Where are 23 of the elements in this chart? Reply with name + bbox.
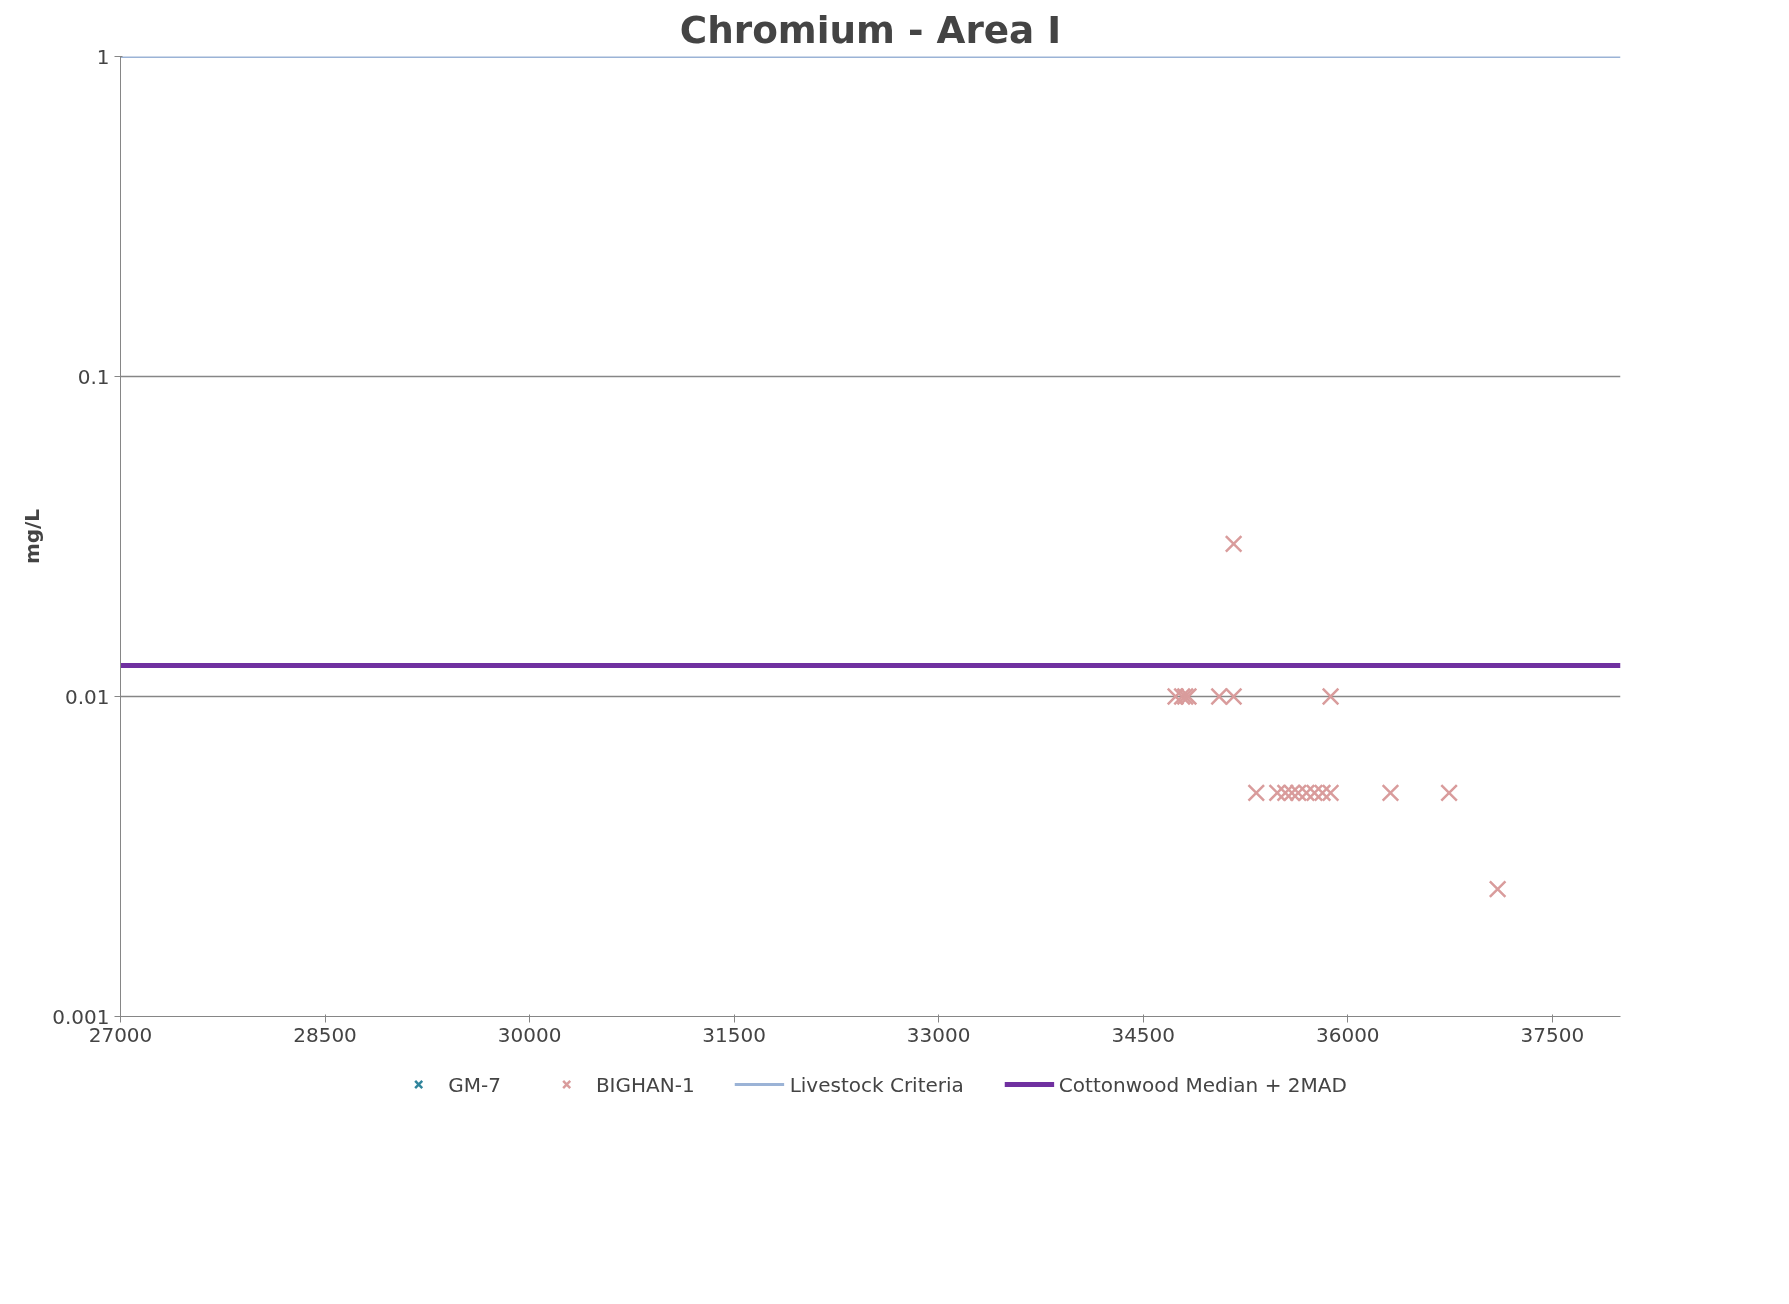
y-tick-label: 0.001 [52,1004,110,1029]
chart-title: Chromium - Area I [679,7,1062,52]
x-tick-label: 36000 [1315,1022,1380,1047]
legend-label: GM-7 [448,1072,501,1096]
x-tick-label: 31500 [702,1022,766,1047]
y-tick-label: 0.01 [64,684,110,709]
point [1224,534,1243,553]
legend-label: BIGHAN-1 [595,1072,695,1096]
x-tick-label: 37500 [1520,1022,1585,1047]
point [1321,687,1340,706]
point [1381,783,1400,802]
y-tick-label: 1 [96,44,110,69]
point [1440,783,1459,802]
legend-label: Livestock Criteria [789,1072,964,1096]
y-tick-label: 0.1 [77,364,110,389]
legend-label: Cottonwood Median + 2MAD [1058,1072,1347,1096]
point [1488,880,1507,899]
x-tick-label: 30000 [497,1022,562,1047]
point [1247,783,1266,802]
x-tick-label: 34500 [1111,1022,1176,1047]
x-tick-label: 33000 [906,1022,971,1047]
x-tick-label: 28500 [293,1022,357,1047]
y-axis-title: mg/L [20,508,45,565]
